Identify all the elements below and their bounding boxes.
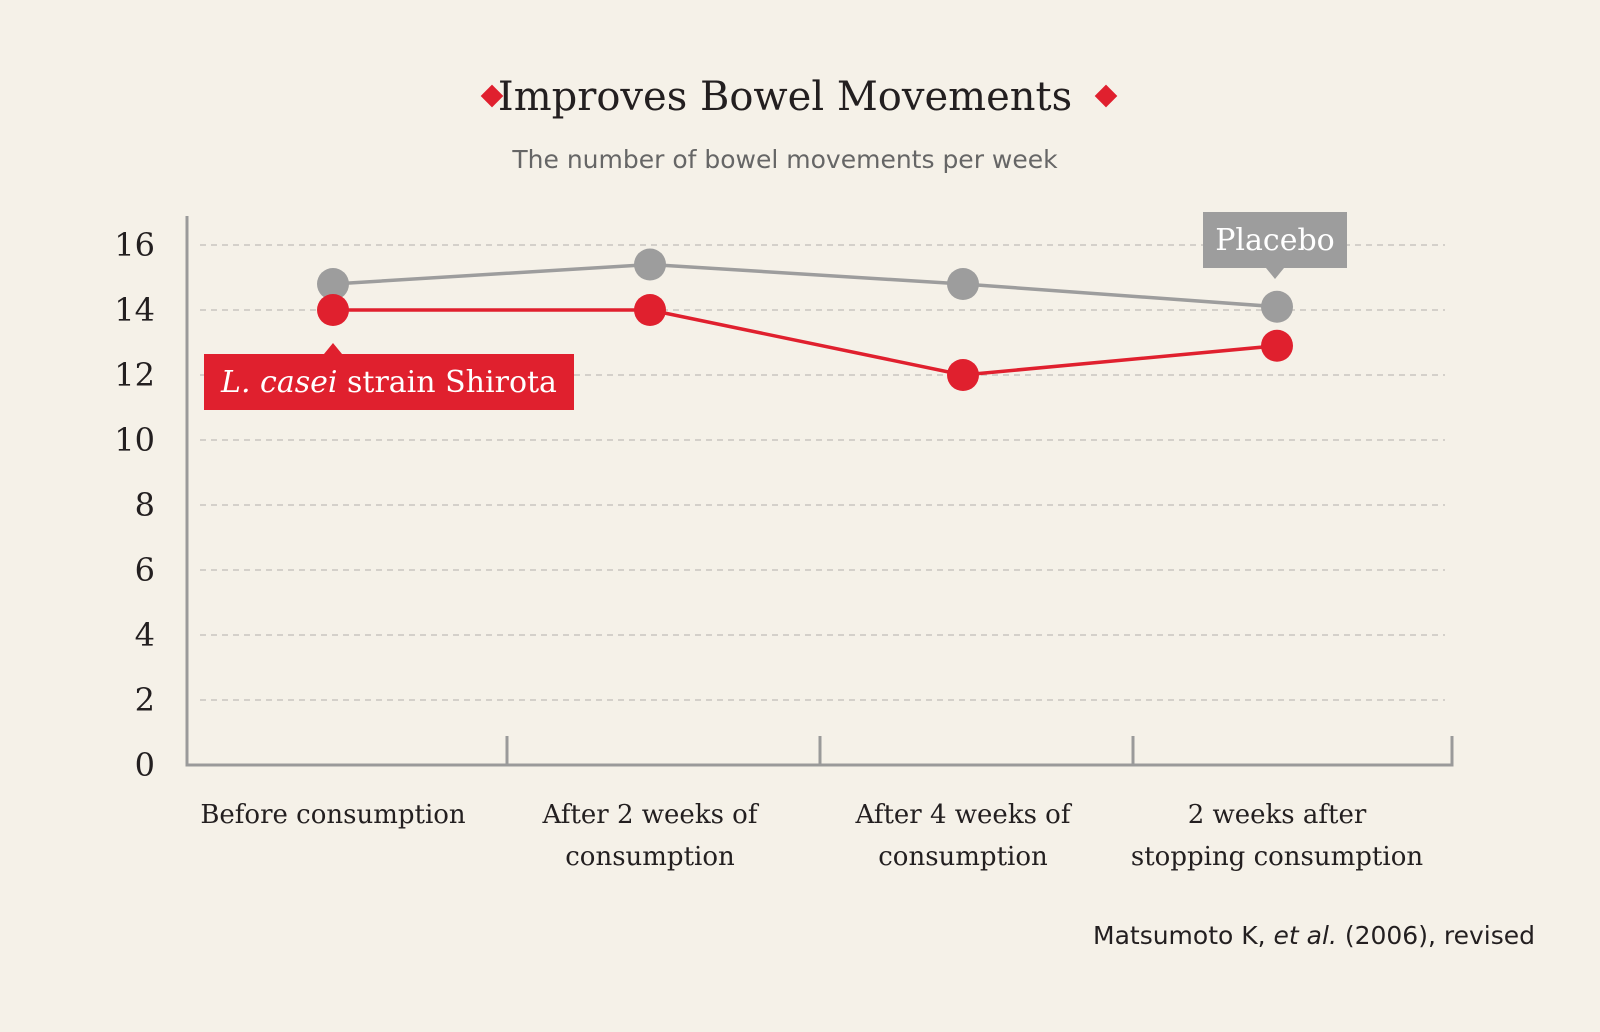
chart-subtitle: The number of bowel movements per week: [511, 145, 1058, 174]
title-left-diamond-icon: [480, 84, 504, 108]
y-tick-labels: 0 2 4 6 8 10 12 14 16: [114, 226, 155, 784]
y-tick-label: 14: [114, 291, 155, 329]
series-0: [317, 248, 1293, 323]
placebo-callout: Placebo: [1203, 212, 1347, 279]
chart-title: Improves Bowel Movements: [498, 74, 1072, 120]
source-rest: (2006), revised: [1337, 921, 1535, 950]
source-etal: et al.: [1274, 921, 1337, 950]
y-tick-label: 0: [135, 746, 155, 784]
data-point: [1261, 329, 1293, 362]
callout-box: [1203, 212, 1347, 268]
axes: [185, 216, 1454, 767]
y-tick-label: 16: [114, 226, 155, 264]
source-citation: Matsumoto K, et al. (2006), revised: [1093, 921, 1535, 950]
y-tick-label: 6: [135, 551, 155, 589]
series-label-placebo: Placebo: [1215, 223, 1335, 258]
lcasei-callout: L. casei strain Shirota: [204, 343, 574, 410]
callout-box: [204, 354, 574, 410]
series-group: [317, 248, 1293, 391]
y-tick-label: 8: [135, 486, 155, 524]
data-point: [634, 248, 666, 281]
data-point: [947, 268, 979, 300]
callout-pointer: [1266, 268, 1284, 279]
data-point: [947, 359, 979, 391]
y-tick-label: 2: [135, 681, 155, 719]
series-callouts: Placebo L. casei strain Shirota: [204, 212, 1347, 410]
y-tick-label: 4: [135, 616, 155, 654]
x-tick-label: After 2 weeks of consumption: [542, 800, 760, 872]
data-point: [1261, 290, 1293, 323]
series-label-lcasei: L. casei strain Shirota: [220, 365, 557, 400]
y-tick-label: 10: [114, 421, 155, 459]
data-point: [317, 268, 349, 300]
x-tick-label: Before consumption: [200, 800, 466, 830]
callout-pointer: [324, 343, 342, 354]
x-tick-labels: Before consumption After 2 weeks of consum…: [200, 800, 1423, 872]
data-point: [317, 294, 349, 326]
series-line: [332, 262, 1278, 309]
source-authors: Matsumoto K,: [1093, 921, 1274, 950]
title-right-diamond-icon: [1094, 84, 1118, 108]
x-tick-label: After 4 weeks of consumption: [855, 800, 1073, 872]
grid-lines: [200, 244, 1445, 701]
data-point: [634, 294, 666, 326]
series-1: [317, 294, 1293, 391]
y-tick-label: 12: [114, 356, 155, 394]
series-line: [333, 308, 1278, 377]
x-tick-label: 2 weeks after stopping consumption: [1131, 800, 1423, 872]
